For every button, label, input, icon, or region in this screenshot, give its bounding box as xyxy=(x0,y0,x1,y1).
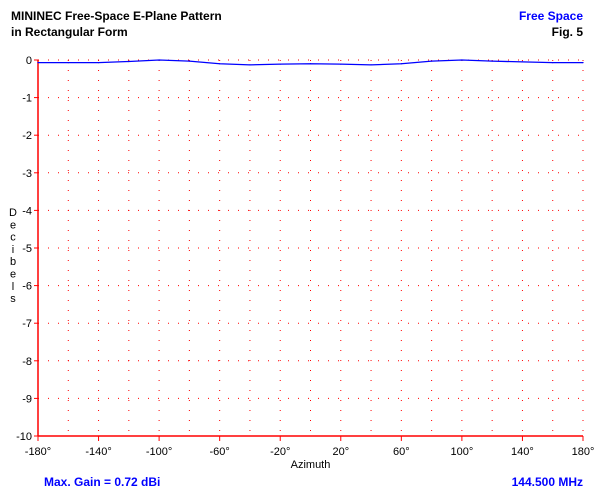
y-tick-label: -6 xyxy=(22,281,32,293)
figure-label: Fig. 5 xyxy=(551,25,583,39)
data-point xyxy=(309,63,312,65)
y-axis-label-letter: D xyxy=(9,207,17,219)
x-tick-label: -60° xyxy=(210,446,230,458)
data-point xyxy=(461,59,463,61)
y-tick-label: -8 xyxy=(22,356,32,368)
chart-title-line2: in Rectangular Form xyxy=(11,25,128,39)
data-point xyxy=(582,62,584,64)
data-point xyxy=(400,63,402,65)
y-tick-label: -1 xyxy=(22,93,32,105)
x-tick-label: 180° xyxy=(572,446,595,458)
data-point xyxy=(552,62,554,64)
data-point xyxy=(67,62,69,64)
y-axis-label-letter: s xyxy=(10,293,16,305)
data-point xyxy=(521,61,524,63)
max-gain-label: Max. Gain = 0.72 dBi xyxy=(44,475,161,489)
chart-title-line1: MININEC Free-Space E-Plane Pattern xyxy=(11,9,222,23)
environment-label: Free Space xyxy=(518,9,583,23)
y-tick-label: -4 xyxy=(22,205,32,217)
y-axis-label-letter: c xyxy=(10,232,16,244)
data-point xyxy=(219,63,221,65)
y-axis-label-letter: l xyxy=(12,281,14,293)
y-tick-label: -10 xyxy=(16,431,32,443)
y-tick-label: -7 xyxy=(22,318,32,330)
y-tick-label: -9 xyxy=(22,393,32,405)
y-tick-label: -3 xyxy=(22,168,32,180)
data-point xyxy=(340,63,342,65)
y-tick-label: 0 xyxy=(26,55,32,67)
x-tick-label: 140° xyxy=(511,446,534,458)
y-tick-label: -5 xyxy=(22,243,32,255)
data-point xyxy=(491,60,493,62)
data-point xyxy=(370,64,372,66)
x-tick-label: -180° xyxy=(25,446,51,458)
y-axis-label-letter: i xyxy=(12,244,14,256)
x-tick-label: -20° xyxy=(270,446,290,458)
x-tick-label: -100° xyxy=(146,446,172,458)
y-axis-label-letter: e xyxy=(10,219,16,231)
data-point xyxy=(158,59,160,61)
x-tick-label: 60° xyxy=(393,446,410,458)
x-axis-label: Azimuth xyxy=(291,459,331,471)
data-point xyxy=(37,62,39,64)
x-tick-label: -140° xyxy=(85,446,111,458)
x-tick-label: 20° xyxy=(332,446,349,458)
y-axis-label-letter: e xyxy=(10,269,16,281)
data-point xyxy=(97,62,100,64)
data-point xyxy=(128,60,130,63)
data-point xyxy=(431,60,433,62)
data-point xyxy=(188,60,190,62)
y-tick-label: -2 xyxy=(22,130,32,142)
y-axis-label-letter: b xyxy=(10,256,16,268)
data-point xyxy=(279,63,281,65)
x-tick-label: 100° xyxy=(451,446,474,458)
data-point xyxy=(249,64,251,66)
frequency-label: 144.500 MHz xyxy=(511,475,583,489)
